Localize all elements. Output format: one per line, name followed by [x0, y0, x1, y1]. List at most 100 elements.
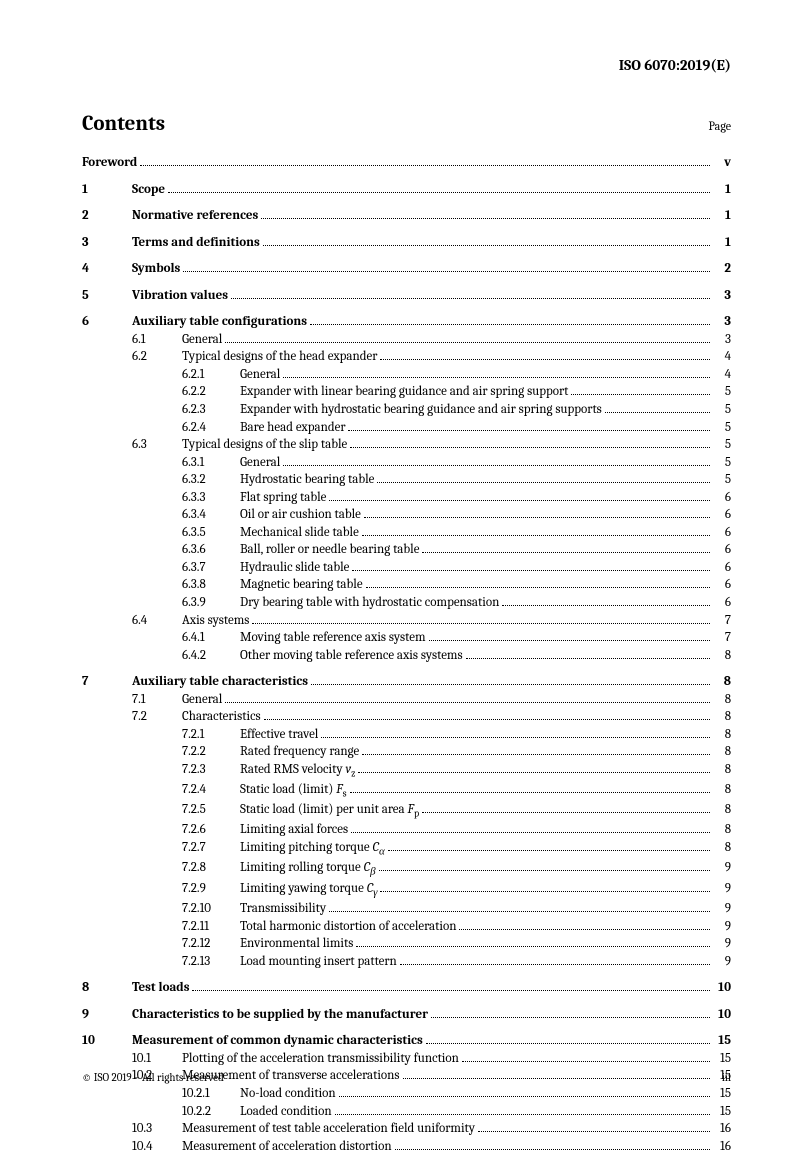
toc-num: 7.2.9	[182, 880, 240, 898]
toc-label: Rated RMS velocity vz	[240, 761, 355, 781]
toc-entry: 6.2.3Expander with hydrostatic bearing g…	[82, 401, 731, 419]
toc-page: 9	[713, 859, 731, 877]
toc-label: Flat spring table	[240, 489, 326, 507]
toc-entry: 1Scope1	[82, 181, 731, 199]
leader	[183, 271, 710, 272]
toc-label: Magnetic bearing table	[240, 576, 363, 594]
toc-page: 6	[713, 524, 731, 542]
toc-entry: 6.3.9Dry bearing table with hydrostatic …	[82, 594, 731, 612]
leader	[362, 535, 710, 536]
toc-num: 10.3	[132, 1120, 182, 1138]
toc-num: 6.3.5	[182, 524, 240, 542]
toc-num: 6.4.2	[182, 647, 240, 665]
toc-entry: 10.4Measurement of acceleration distorti…	[82, 1138, 731, 1155]
page-number: iii	[722, 1071, 731, 1084]
toc-num: 6.4.1	[182, 629, 240, 647]
toc-num: 10.2.2	[182, 1103, 240, 1121]
leader	[379, 870, 710, 871]
toc-label: Characteristics to be supplied by the ma…	[132, 1006, 428, 1024]
leader	[364, 517, 710, 518]
toc-page: 9	[713, 918, 731, 936]
toc-label: Test loads	[132, 979, 189, 997]
toc-label: Dry bearing table with hydrostatic compe…	[240, 594, 499, 612]
toc-entry: 6.2.2Expander with linear bearing guidan…	[82, 383, 731, 401]
toc-label: Vibration values	[132, 287, 228, 305]
leader	[283, 377, 710, 378]
toc-page: 4	[713, 366, 731, 384]
toc-label: Loaded condition	[240, 1103, 332, 1121]
toc-entry: 10Measurement of common dynamic characte…	[82, 1032, 731, 1050]
toc-page: 10	[713, 979, 731, 997]
leader	[466, 658, 710, 659]
toc-entry: 8Test loads 10	[82, 979, 731, 997]
toc-page: 5	[713, 383, 731, 401]
toc-label: No-load condition	[240, 1085, 336, 1103]
toc-entry: 6.3.3Flat spring table6	[82, 489, 731, 507]
leader	[380, 891, 710, 892]
toc-label: Hydrostatic bearing table	[240, 471, 374, 489]
toc-num: 7.2.8	[182, 859, 240, 877]
toc-label: General	[240, 454, 280, 472]
toc-entry: 7.2.3Rated RMS velocity vz8	[82, 761, 731, 781]
leader	[225, 702, 710, 703]
toc-num: 7.2.13	[182, 953, 240, 971]
toc-label: Static load (limit) Fs	[240, 781, 347, 801]
toc-page: 10	[713, 1006, 731, 1024]
toc-page: 3	[713, 331, 731, 349]
toc-entry: 6.4.2Other moving table reference axis s…	[82, 647, 731, 665]
toc-num: 8	[82, 979, 132, 997]
toc-entry: 6.4Axis systems7	[82, 612, 731, 630]
toc-num: 7.2.3	[182, 761, 240, 779]
leader	[502, 605, 710, 606]
leader	[571, 394, 710, 395]
toc-page: 6	[713, 576, 731, 594]
toc-num: 7.2.5	[182, 801, 240, 819]
toc-num: 6.2.4	[182, 419, 240, 437]
toc-num: 2	[82, 207, 132, 225]
toc-entry: 6.3.1General5	[82, 454, 731, 472]
toc-entry: 7.2.11Total harmonic distortion of accel…	[82, 918, 731, 936]
toc-label: Expander with linear bearing guidance an…	[240, 383, 568, 401]
toc-label: Limiting axial forces	[240, 821, 348, 839]
leader	[350, 447, 710, 448]
toc-num: 6.3.7	[182, 559, 240, 577]
toc-entry: 6.3.6Ball, roller or needle bearing tabl…	[82, 541, 731, 559]
toc-entry: 7.2.6Limiting axial forces8	[82, 821, 731, 839]
toc-page: 16	[713, 1120, 731, 1138]
toc-num: 7.1	[132, 691, 182, 709]
leader	[395, 1149, 710, 1150]
toc-entry: 10.2.1No-load condition15	[82, 1085, 731, 1103]
toc-entry: 6.2.4Bare head expander5	[82, 419, 731, 437]
leader	[339, 1096, 710, 1097]
toc-entry: 10.3Measurement of test table accelerati…	[82, 1120, 731, 1138]
toc-page: 15	[713, 1032, 731, 1050]
toc-num: 9	[82, 1006, 132, 1024]
toc-entry: 4Symbols2	[82, 260, 731, 278]
toc-entry: 7.1General8	[82, 691, 731, 709]
toc-label: Mechanical slide table	[240, 524, 359, 542]
toc-label: Expander with hydrostatic bearing guidan…	[240, 401, 602, 419]
toc-page: 1	[713, 181, 731, 199]
leader	[351, 832, 710, 833]
title-row: Contents Page	[82, 112, 731, 136]
toc-page: 6	[713, 594, 731, 612]
toc-page: 8	[713, 801, 731, 819]
toc-num: 6.3.1	[182, 454, 240, 472]
toc-num: 7.2.11	[182, 918, 240, 936]
leader	[422, 552, 710, 553]
leader	[283, 465, 710, 466]
leader	[329, 500, 710, 501]
contents-title: Contents	[82, 112, 165, 136]
toc-page: 5	[713, 436, 731, 454]
toc-label: General	[182, 331, 222, 349]
toc-page: 3	[713, 287, 731, 305]
toc-page: 15	[713, 1085, 731, 1103]
toc-num: 7.2.6	[182, 821, 240, 839]
toc-page: 7	[713, 629, 731, 647]
leader	[310, 324, 710, 325]
toc-num: 10.1	[132, 1050, 182, 1068]
toc-label: Load mounting insert pattern	[240, 953, 397, 971]
toc-label: Static load (limit) per unit area Fp	[240, 801, 419, 821]
toc-num: 6.2	[132, 348, 182, 366]
toc-label: Limiting yawing torque Cγ	[240, 880, 377, 900]
